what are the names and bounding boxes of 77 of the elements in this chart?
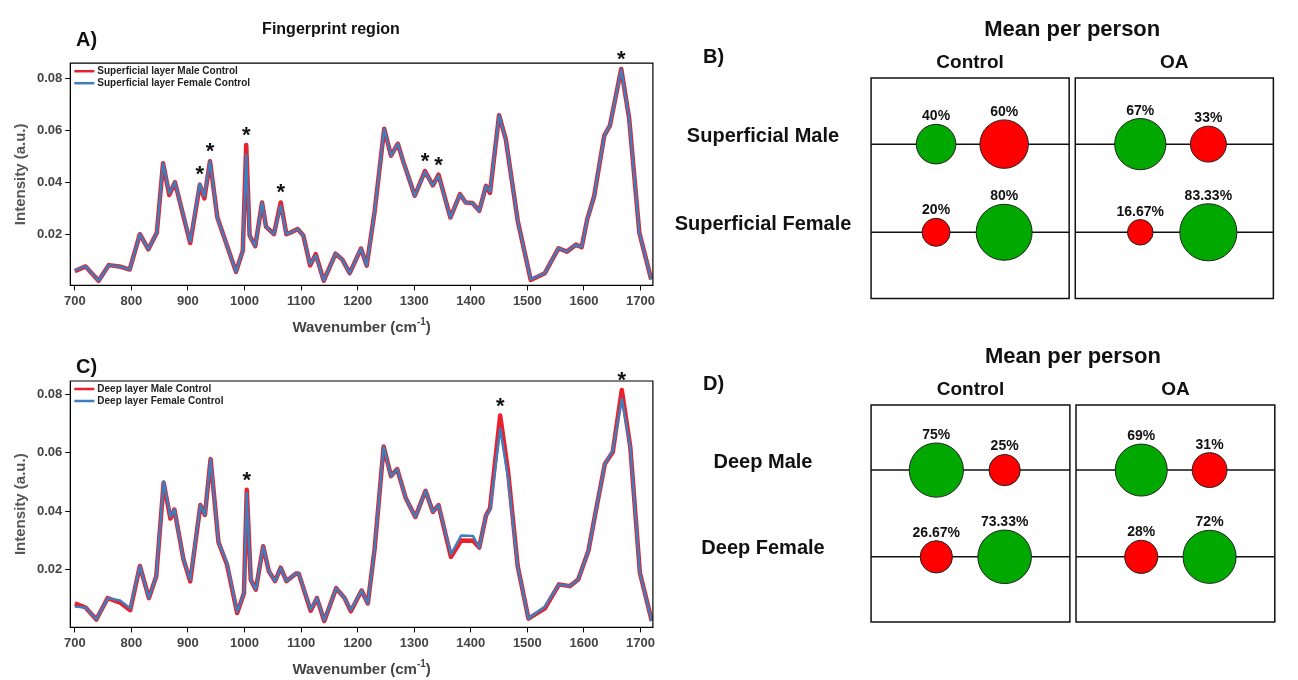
text: Mean per person	[984, 343, 1161, 368]
text: B)	[703, 45, 725, 67]
data-label: 69%	[1127, 427, 1156, 444]
text: Superficial Male	[686, 123, 840, 146]
annotation: *	[616, 45, 626, 71]
y-tick-label: 0.04	[36, 502, 64, 518]
data-label: 67%	[1126, 101, 1155, 118]
y-axis-title: Intensity (a.u.)	[11, 123, 29, 226]
text: Deep Male	[713, 449, 813, 472]
x-tick-label: 1000	[230, 292, 259, 308]
legend-label: Superficial layer Female Control	[97, 76, 251, 88]
x-tick-label: 1500	[512, 292, 542, 308]
data-label: 33%	[1194, 109, 1223, 126]
x-tick-label: 1400	[456, 292, 486, 308]
category-label: Control	[936, 51, 1004, 72]
data-label: 20%	[922, 201, 951, 218]
annotation: *	[195, 160, 205, 186]
data-label: 60%	[990, 102, 1019, 119]
annotation: *	[205, 138, 215, 164]
legend-label: Deep layer Female Control	[97, 394, 224, 406]
annotation: *	[242, 466, 252, 492]
y-tick-label: 0.04	[36, 174, 64, 190]
data-label: 75%	[922, 425, 951, 442]
annotation: *	[617, 367, 627, 393]
x-tick-label: 1100	[286, 634, 316, 650]
annotation: *	[276, 179, 286, 205]
y-tick-label: 0.02	[36, 226, 63, 242]
x-tick-label: 800	[120, 634, 143, 650]
x-tick-label: 1200	[343, 634, 373, 650]
x-tick-label: 1200	[343, 292, 373, 308]
x-tick-label: 900	[177, 292, 199, 308]
category-label: Control	[936, 378, 1005, 399]
x-tick-label: 900	[177, 634, 199, 650]
y-tick-label: 0.06	[36, 122, 63, 138]
text: Mean per person	[984, 16, 1161, 41]
text: C)	[76, 355, 98, 377]
y-axis-title: Intensity (a.u.)	[11, 453, 29, 556]
text: D)	[703, 372, 725, 394]
y-tick-label: 0.06	[36, 444, 63, 460]
annotation: *	[434, 151, 444, 177]
x-tick-label: 1000	[230, 634, 259, 650]
text: Superficial Female	[674, 211, 852, 234]
x-tick-label: 1700	[625, 634, 655, 650]
data-label: 26.67%	[912, 523, 961, 540]
data-label: 16.67%	[1116, 202, 1165, 219]
y-tick-label: 0.02	[36, 561, 63, 577]
category-label: OA	[1160, 51, 1189, 72]
y-tick-label: 0.08	[36, 385, 63, 401]
x-tick-label: 1400	[456, 634, 486, 650]
data-label: 28%	[1127, 523, 1156, 540]
data-label: 31%	[1195, 435, 1225, 452]
y-tick-label: 0.08	[36, 70, 63, 86]
x-tick-label: 700	[63, 634, 86, 650]
x-tick-label: 1600	[569, 634, 599, 650]
legend-label: Superficial layer Male Control	[97, 64, 239, 76]
data-label: 25%	[990, 437, 1020, 454]
data-label: 80%	[990, 187, 1019, 204]
x-tick-label: 1500	[512, 634, 542, 650]
data-label: 83.33%	[1184, 186, 1233, 203]
legend-label: Deep layer Male Control	[97, 382, 212, 394]
annotation: *	[495, 392, 505, 418]
data-label: 40%	[922, 107, 951, 124]
category-label: OA	[1161, 378, 1190, 399]
annotation: *	[420, 148, 430, 174]
text: Deep Female	[701, 536, 825, 559]
annotation: *	[241, 122, 251, 148]
data-label: 72%	[1195, 513, 1225, 530]
x-tick-label: 800	[120, 292, 143, 308]
x-tick-label: 1700	[625, 292, 655, 308]
x-tick-label: 1100	[286, 292, 316, 308]
data-label: 73.33%	[980, 513, 1029, 530]
x-tick-label: 700	[63, 292, 86, 308]
chart-title: Fingerprint region	[262, 20, 400, 38]
text: A)	[76, 28, 98, 50]
x-tick-label: 1300	[399, 292, 429, 308]
x-tick-label: 1300	[399, 634, 429, 650]
x-tick-label: 1600	[569, 292, 599, 308]
